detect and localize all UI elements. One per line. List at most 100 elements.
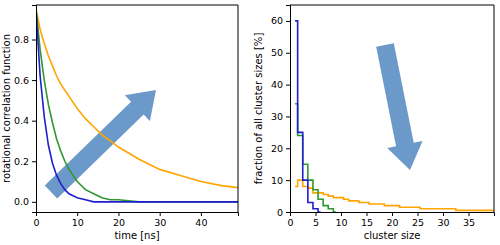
x-tick: 0 [287,212,293,228]
y-tick-mark [32,161,36,162]
series-line [36,9,238,188]
x-tick: 15 [361,212,373,228]
y-tick: 0.2 [14,156,36,167]
x-tick: 20 [113,212,125,228]
x-tick: 35 [463,212,475,228]
y-tick: 0.8 [14,34,36,45]
x-tick-mark [418,212,419,216]
x-tick-label: 5 [313,217,319,228]
x-tick-mark [77,212,78,216]
x-axis-line [291,213,495,217]
figure: 0 10 20 30 40 0.0 0.2 0.4 0.6 0.8 time [ns] rotatio… [0,0,500,245]
series-line [36,9,238,202]
y-tick-mark [286,85,290,86]
x-tick-label: 10 [72,217,84,228]
y-tick-mark [32,40,36,41]
x-tick: 10 [335,212,347,228]
y-axis-title: fraction of all cluster sizes [%] [253,33,264,185]
y-axis-title: rotational correlation function [1,34,12,183]
y-axis: 0 10 20 30 40 50 60 [271,6,291,218]
x-tick: 25 [412,212,424,228]
x-tick-mark [443,212,444,216]
x-tick: 0 [33,212,39,228]
x-tick-mark [392,212,393,216]
y-tick-mark [32,202,36,203]
plot-area [295,21,494,212]
frame-right [494,5,495,212]
y-tick: 20 [271,143,290,154]
y-tick-label: 0.8 [14,34,29,45]
y-tick: 0.4 [14,115,36,126]
series-line [295,21,321,212]
y-tick: 60 [271,15,290,26]
y-tick-label: 0 [277,207,283,218]
arrow-shape [367,41,427,173]
y-tick-label: 0.0 [14,196,29,207]
x-tick-label: 0 [33,217,39,228]
x-tick-mark [367,212,368,216]
y-tick: 0 [277,207,290,218]
x-tick: 20 [386,212,398,228]
y-tick-label: 20 [271,143,283,154]
x-tick-label: 20 [386,217,398,228]
y-tick-mark [286,212,290,213]
y-tick-mark [286,116,290,117]
x-tick-mark [341,212,342,216]
x-tick-mark [201,212,202,216]
y-tick: 40 [271,79,290,90]
frame-top [36,5,238,6]
x-tick-label: 25 [412,217,424,228]
y-tick-mark [286,21,290,22]
x-tick: 30 [437,212,449,228]
x-axis-title: cluster size [364,230,421,241]
x-tick-label: 20 [113,217,125,228]
plot-area [36,9,238,202]
x-axis: 0 5 10 15 20 25 30 35 [287,212,494,228]
y-tick-mark [32,121,36,122]
x-tick: 40 [195,212,207,228]
y-tick-mark [286,53,290,54]
y-tick: 30 [271,111,290,122]
y-tick-label: 0.6 [14,75,29,86]
frame-top [290,5,494,6]
y-tick: 0.6 [14,75,36,86]
y-axis: 0.0 0.2 0.4 0.6 0.8 [14,6,37,213]
y-tick-mark [286,180,290,181]
x-tick-label: 30 [437,217,449,228]
series-line [36,9,238,202]
x-axis: 0 10 20 30 40 [33,212,238,228]
x-tick: 10 [72,212,84,228]
panel: 0 5 10 15 20 25 30 35 0 10 20 30 40 50 60 cluster size f… [253,5,495,241]
y-tick-label: 0.2 [14,156,29,167]
y-tick: 0.0 [14,196,36,207]
x-tick-label: 10 [335,217,347,228]
x-axis-title: time [ns] [114,230,159,241]
x-tick-label: 35 [463,217,475,228]
panel: 0 10 20 30 40 0.0 0.2 0.4 0.6 0.8 time [ns] rotatio… [1,5,239,241]
x-tick-label: 15 [361,217,373,228]
x-tick-mark [469,212,470,216]
series-line [295,104,336,212]
x-tick-label: 30 [154,217,166,228]
x-tick: 30 [154,212,166,228]
x-tick-label: 40 [195,217,207,228]
y-axis-line [32,6,37,213]
y-tick: 50 [271,47,290,58]
y-tick-label: 60 [271,15,283,26]
y-tick-label: 30 [271,111,283,122]
x-tick-mark [118,212,119,216]
y-tick-label: 0.4 [14,115,29,126]
x-tick-mark [160,212,161,216]
x-tick-mark [316,212,317,216]
y-tick-label: 50 [271,47,283,58]
y-tick: 10 [271,175,290,186]
y-tick-label: 10 [271,175,283,186]
x-axis-line [37,213,239,217]
y-tick-mark [286,148,290,149]
y-axis-line [286,6,291,213]
x-tick: 5 [313,212,319,228]
y-tick-mark [32,80,36,81]
x-tick-label: 0 [287,217,293,228]
decorative-arrow [367,41,427,173]
y-tick-label: 40 [271,79,283,90]
